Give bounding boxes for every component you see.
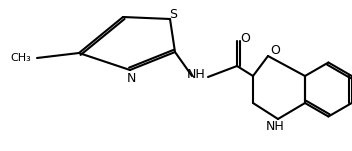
Text: O: O xyxy=(240,32,250,45)
Text: S: S xyxy=(169,8,177,21)
Text: NH: NH xyxy=(187,69,205,82)
Text: NH: NH xyxy=(266,119,284,132)
Text: CH₃: CH₃ xyxy=(10,53,31,63)
Text: N: N xyxy=(126,72,136,85)
Text: O: O xyxy=(270,45,280,58)
